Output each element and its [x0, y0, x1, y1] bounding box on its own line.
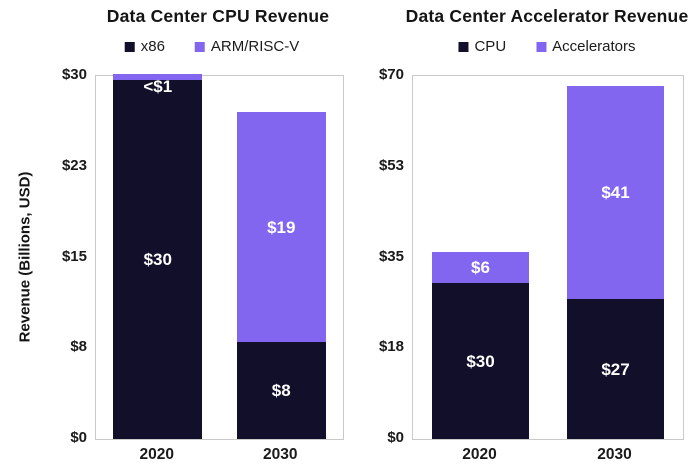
- bar-value-label-2030-arm-risc-v: $19: [267, 217, 296, 237]
- legend-label-accelerators: Accelerators: [552, 38, 636, 55]
- chart-title-cpu-revenue: Data Center CPU Revenue: [106, 6, 330, 26]
- legend-item-x86: x86: [124, 38, 165, 55]
- bar-value-label-2020-accelerators: $6: [471, 258, 490, 278]
- bar-segment-2030-cpu: $27: [567, 299, 664, 439]
- legend-cpu-chart: x86 ARM/RISC-V: [124, 38, 300, 55]
- legend-swatch-x86-icon: [124, 41, 135, 52]
- bar-value-label-2020-x86: $30: [143, 249, 172, 269]
- y-tick-label-8: $8: [70, 338, 87, 356]
- y-tick-label-30: $30: [61, 66, 87, 83]
- y-tick-label-0: $0: [387, 429, 404, 446]
- chart-title-accelerator-revenue: Data Center Accelerator Revenue: [405, 6, 689, 26]
- bar-value-label-2020-cpu: $30: [466, 351, 495, 371]
- legend-swatch-arm-risc-v-icon: [194, 41, 205, 52]
- y-tick-label-15: $15: [61, 247, 87, 265]
- bar-segment-2020-accelerators: $6: [432, 252, 529, 284]
- legend-item-accelerators: Accelerators: [536, 38, 636, 55]
- legend-accelerator-chart: CPU Accelerators: [458, 38, 636, 55]
- bar-value-label-2030-x86: $8: [271, 381, 291, 401]
- bar-value-label-2020-arm-risc-v: <$1: [143, 77, 173, 96]
- y-tick-label-70: $70: [378, 66, 404, 83]
- plot-area-cpu-revenue: $30 <$1 $8 $19: [95, 74, 344, 440]
- bar-segment-2020-x86: $30: [113, 79, 203, 439]
- plot-area-accelerator-revenue: $30 $6 $27 $41: [412, 75, 684, 440]
- y-tick-label-18: $18: [378, 338, 404, 356]
- legend-swatch-accelerators-icon: [536, 41, 547, 52]
- bar-segment-2020-cpu: $30: [432, 283, 529, 439]
- legend-label-x86: x86: [140, 38, 165, 55]
- bar-segment-2030-arm-risc-v: $19: [236, 112, 326, 343]
- legend-item-cpu: CPU: [458, 38, 506, 55]
- legend-label-cpu: CPU: [474, 38, 507, 55]
- x-tick-label-2020: 2020: [139, 446, 174, 463]
- legend-swatch-cpu-icon: [458, 41, 469, 52]
- legend-item-arm-risc-v: ARM/RISC-V: [194, 38, 300, 55]
- bar-value-label-2030-cpu: $27: [601, 359, 630, 379]
- y-tick-label-0: $0: [70, 429, 87, 446]
- bar-segment-2030-accelerators: $41: [567, 86, 664, 299]
- legend-label-arm-risc-v: ARM/RISC-V: [210, 38, 300, 55]
- bar-segment-2030-x86: $8: [236, 342, 326, 439]
- x-tick-label-2030: 2030: [263, 446, 298, 463]
- y-tick-label-23: $23: [61, 156, 87, 174]
- x-tick-label-2020: 2020: [462, 446, 497, 463]
- bar-segment-2020-arm-risc-v: [113, 74, 203, 80]
- x-tick-label-2030: 2030: [597, 446, 632, 463]
- bar-value-label-2030-accelerators: $41: [601, 183, 630, 203]
- y-tick-label-53: $53: [378, 156, 404, 174]
- y-tick-label-35: $35: [378, 247, 404, 265]
